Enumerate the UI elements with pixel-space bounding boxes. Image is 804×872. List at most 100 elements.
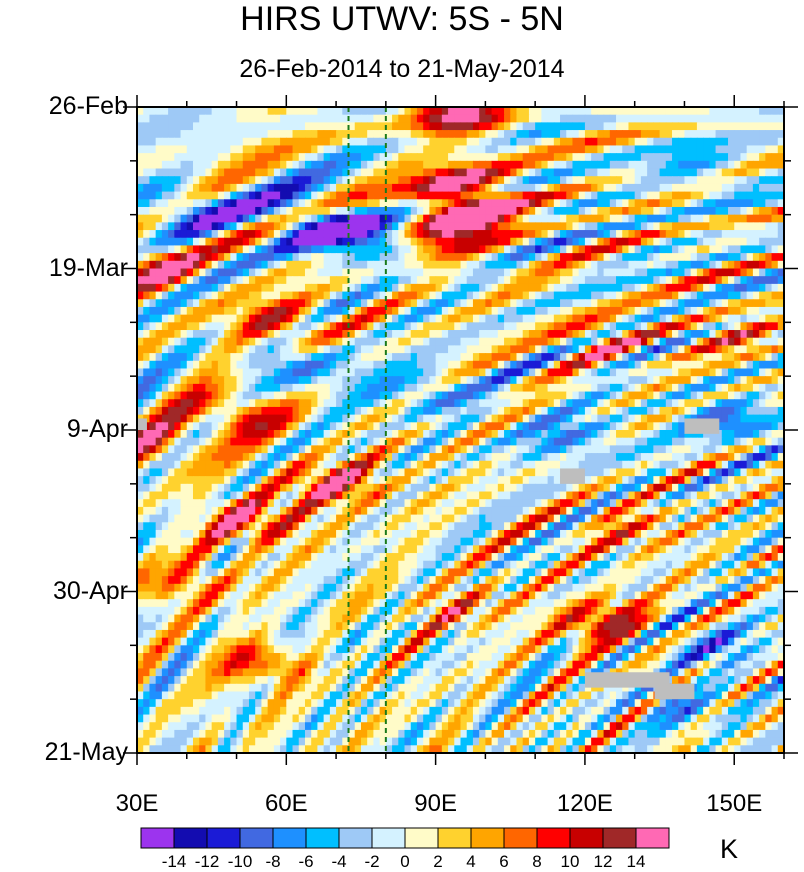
heatmap-cell <box>640 160 648 170</box>
heatmap-cell <box>143 406 151 416</box>
heatmap-cell <box>584 299 592 308</box>
heatmap-cell <box>653 383 661 393</box>
heatmap-cell <box>373 291 381 300</box>
heatmap-cell <box>255 176 263 185</box>
heatmap-cell <box>485 122 493 131</box>
heatmap-cell <box>634 145 642 154</box>
heatmap-cell <box>740 330 748 339</box>
heatmap-cell <box>466 160 474 170</box>
heatmap-cell <box>186 183 194 193</box>
heatmap-cell <box>423 422 430 431</box>
heatmap-cell <box>603 230 611 239</box>
heatmap-cell <box>379 107 387 116</box>
heatmap-cell <box>759 145 766 154</box>
heatmap-cell <box>236 453 244 462</box>
heatmap-cell <box>715 268 723 277</box>
heatmap-cell <box>715 214 723 223</box>
heatmap-cell <box>709 260 717 270</box>
heatmap-cell <box>230 322 238 331</box>
heatmap-cell <box>504 376 511 385</box>
heatmap-cell <box>280 260 287 270</box>
heatmap-cell <box>230 376 238 385</box>
heatmap-cell <box>709 391 717 400</box>
heatmap-cell <box>560 430 567 439</box>
heatmap-cell <box>466 330 474 339</box>
heatmap-cell <box>180 214 188 223</box>
heatmap-cell <box>703 122 710 131</box>
heatmap-cell <box>323 183 331 193</box>
heatmap-cell <box>678 206 686 216</box>
heatmap-cell <box>572 145 580 154</box>
heatmap-cell <box>435 153 443 162</box>
heatmap-cell <box>186 230 194 239</box>
heatmap-cell <box>298 376 306 385</box>
heatmap-cell <box>267 183 275 193</box>
heatmap-cell <box>304 383 312 393</box>
heatmap-cell <box>497 330 505 339</box>
heatmap-cell <box>367 276 374 285</box>
heatmap-cell <box>628 437 636 446</box>
heatmap-cell <box>454 414 462 423</box>
heatmap-cell <box>168 445 175 454</box>
heatmap-cell <box>479 306 486 316</box>
heatmap-cell <box>292 376 300 385</box>
heatmap-cell <box>373 414 381 423</box>
heatmap-cell <box>192 199 200 208</box>
heatmap-cell <box>186 322 194 331</box>
heatmap-cell <box>522 460 530 470</box>
heatmap-cell <box>255 368 263 377</box>
heatmap-cell <box>678 306 686 316</box>
heatmap-cell <box>354 406 362 416</box>
heatmap-cell <box>161 153 169 162</box>
heatmap-cell <box>634 214 642 223</box>
heatmap-cell <box>273 445 281 454</box>
heatmap-cell <box>329 337 337 346</box>
heatmap-cell <box>472 276 480 285</box>
heatmap-cell <box>777 391 785 400</box>
heatmap-cell <box>584 414 592 423</box>
heatmap-cell <box>497 430 505 439</box>
heatmap-cell <box>373 130 381 139</box>
heatmap-cell <box>168 353 175 362</box>
heatmap-cell <box>416 199 424 208</box>
heatmap-cell <box>622 422 630 431</box>
heatmap-cell <box>491 206 499 216</box>
heatmap-cell <box>398 445 406 454</box>
heatmap-cell <box>360 245 368 254</box>
heatmap-cell <box>528 137 536 147</box>
heatmap-cell <box>192 322 200 331</box>
heatmap-cell <box>672 391 679 400</box>
heatmap-cell <box>348 368 356 377</box>
heatmap-cell <box>759 222 766 231</box>
heatmap-cell <box>516 399 524 408</box>
heatmap-cell <box>740 445 748 454</box>
heatmap-cell <box>168 330 175 339</box>
heatmap-cell <box>186 291 194 300</box>
heatmap-cell <box>535 222 542 231</box>
heatmap-cell <box>385 453 393 462</box>
heatmap-cell <box>640 322 648 331</box>
heatmap-cell <box>379 130 387 139</box>
heatmap-cell <box>759 414 766 423</box>
heatmap-cell <box>572 314 580 323</box>
heatmap-cell <box>497 453 505 462</box>
heatmap-cell <box>441 206 449 216</box>
heatmap-cell <box>746 345 754 354</box>
heatmap-cell <box>603 445 611 454</box>
heatmap-cell <box>522 160 530 170</box>
heatmap-cell <box>721 437 729 446</box>
heatmap-cell <box>267 214 275 223</box>
heatmap-cell <box>734 114 742 123</box>
heatmap-cell <box>678 130 686 139</box>
heatmap-cell <box>497 422 505 431</box>
heatmap-cell <box>205 368 213 377</box>
heatmap-cell <box>242 314 250 323</box>
heatmap-cell <box>672 376 679 385</box>
heatmap-cell <box>647 299 654 308</box>
heatmap-cell <box>379 406 387 416</box>
heatmap-cell <box>640 260 648 270</box>
heatmap-cell <box>311 153 319 162</box>
heatmap-cell <box>292 337 300 346</box>
heatmap-cell <box>777 268 785 277</box>
heatmap-cell <box>485 383 493 393</box>
